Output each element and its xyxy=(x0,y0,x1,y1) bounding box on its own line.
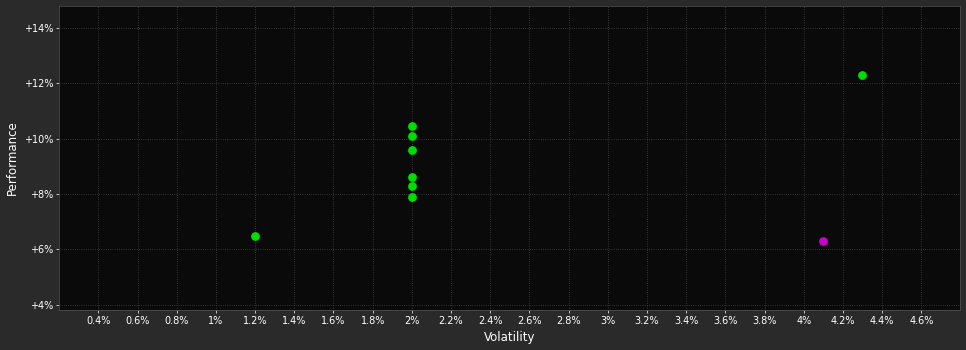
Point xyxy=(855,72,870,78)
Point xyxy=(404,123,419,129)
Point xyxy=(404,194,419,199)
Point xyxy=(404,147,419,153)
Y-axis label: Performance: Performance xyxy=(6,120,18,195)
Point xyxy=(404,133,419,139)
Point xyxy=(404,175,419,180)
Point xyxy=(247,233,263,238)
X-axis label: Volatility: Volatility xyxy=(484,331,535,344)
Point xyxy=(815,238,831,244)
Point xyxy=(404,183,419,188)
